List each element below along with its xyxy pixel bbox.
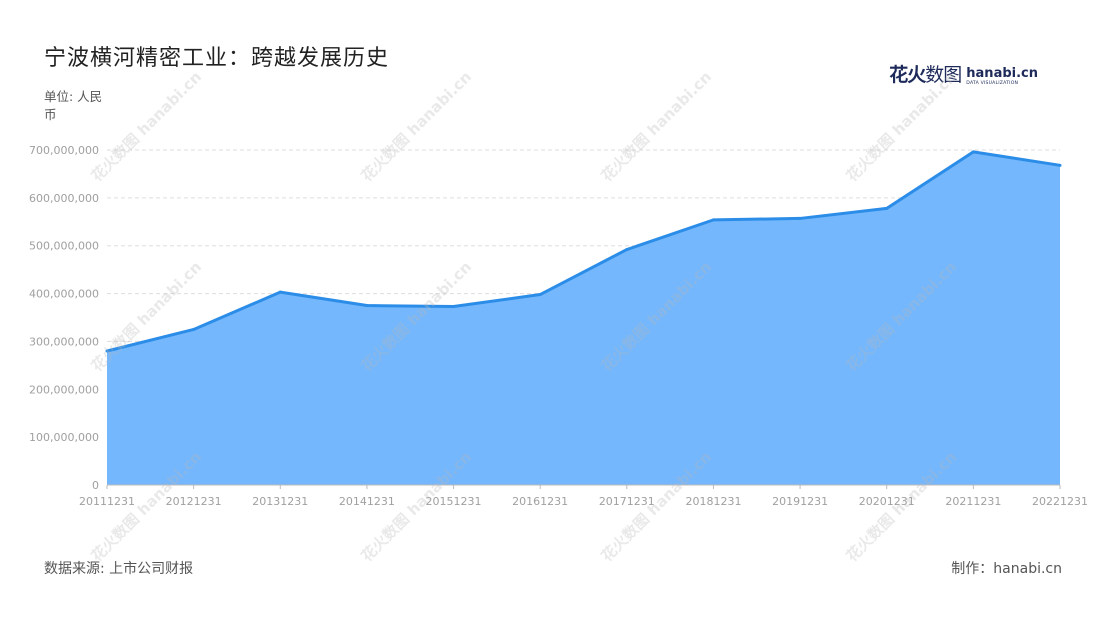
series-line bbox=[106, 150, 1061, 353]
x-tick-label: 20151231 bbox=[426, 495, 482, 508]
watermark: 花火数图 hanabi.cn bbox=[358, 68, 475, 185]
y-tick-label: 700,000,000 bbox=[29, 144, 99, 157]
x-tick-label: 20121231 bbox=[166, 495, 222, 508]
data-point bbox=[278, 290, 282, 294]
x-tick-label: 20191231 bbox=[772, 495, 828, 508]
credit-text: 制作：hanabi.cn bbox=[951, 561, 1062, 577]
x-tick-label: 20171231 bbox=[599, 495, 655, 508]
data-point bbox=[192, 327, 196, 331]
chart-title: 宁波横河精密工业：跨越发展历史 bbox=[44, 46, 390, 71]
x-tick-label: 20211231 bbox=[945, 495, 1001, 508]
y-tick-label: 400,000,000 bbox=[29, 288, 99, 301]
area-fill bbox=[107, 151, 1060, 485]
data-source: 数据来源: 上市公司财报 bbox=[44, 561, 194, 577]
data-point bbox=[885, 206, 889, 210]
x-tick-label: 20141231 bbox=[339, 495, 395, 508]
logo-english: hanabi.cn DATA VISUALIZATION bbox=[966, 67, 1038, 87]
x-tick-label: 20201231 bbox=[859, 495, 915, 508]
data-point bbox=[538, 293, 542, 297]
brand-logo: 花火数图 hanabi.cn DATA VISUALIZATION bbox=[889, 60, 1038, 87]
logo-chinese: 花火数图 bbox=[889, 60, 962, 87]
x-tick-label: 20131231 bbox=[252, 495, 308, 508]
logo-domain: hanabi.cn bbox=[966, 66, 1038, 81]
logo-tagline: DATA VISUALIZATION bbox=[966, 81, 1019, 86]
y-tick-label: 0 bbox=[92, 479, 99, 492]
y-tick-label: 500,000,000 bbox=[29, 240, 99, 253]
data-point bbox=[711, 218, 715, 222]
x-tick-label: 20111231 bbox=[79, 495, 135, 508]
unit-label: 单位: 人民币 bbox=[44, 89, 103, 122]
y-tick-label: 600,000,000 bbox=[29, 192, 99, 205]
x-tick-label: 20221231 bbox=[1032, 495, 1088, 508]
y-tick-label: 200,000,000 bbox=[29, 383, 99, 396]
watermark: 花火数图 hanabi.cn bbox=[843, 68, 960, 185]
data-point bbox=[365, 304, 369, 308]
y-tick-label: 100,000,000 bbox=[29, 431, 99, 444]
axis-layer: 0 100,000,000 200,000,000 300,000,000 400,00… bbox=[29, 144, 1088, 508]
logo-cn-light: 数图 bbox=[925, 64, 962, 86]
area-layer bbox=[105, 150, 1062, 485]
watermark: 花火数图 hanabi.cn bbox=[598, 68, 715, 185]
data-point bbox=[971, 150, 975, 154]
x-tick-label: 20161231 bbox=[512, 495, 568, 508]
data-point bbox=[625, 248, 629, 252]
data-point bbox=[798, 216, 802, 220]
data-point bbox=[1058, 163, 1062, 167]
logo-cn-bold: 花火 bbox=[889, 64, 926, 86]
watermark: 花火数图 hanabi.cn bbox=[88, 68, 205, 185]
x-tick-label: 20181231 bbox=[685, 495, 741, 508]
y-tick-label: 300,000,000 bbox=[29, 335, 99, 348]
data-point bbox=[452, 304, 456, 308]
data-point bbox=[105, 349, 109, 353]
